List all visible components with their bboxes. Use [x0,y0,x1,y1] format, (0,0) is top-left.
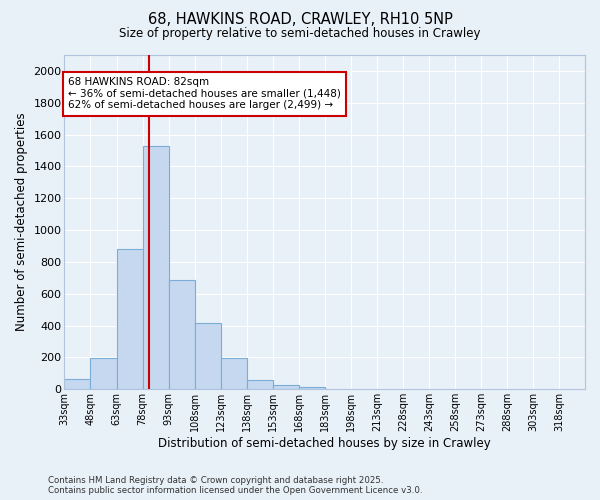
Bar [272,384,299,390]
Bar [169,280,194,390]
Bar [194,323,221,390]
Bar [247,380,272,390]
Bar [64,379,91,390]
Bar [221,358,247,390]
X-axis label: Distribution of semi-detached houses by size in Crawley: Distribution of semi-detached houses by … [158,437,491,450]
Text: 68, HAWKINS ROAD, CRAWLEY, RH10 5NP: 68, HAWKINS ROAD, CRAWLEY, RH10 5NP [148,12,452,28]
Text: 68 HAWKINS ROAD: 82sqm
← 36% of semi-detached houses are smaller (1,448)
62% of : 68 HAWKINS ROAD: 82sqm ← 36% of semi-det… [68,78,341,110]
Bar [299,387,325,390]
Bar [116,249,143,390]
Text: Contains HM Land Registry data © Crown copyright and database right 2025.
Contai: Contains HM Land Registry data © Crown c… [48,476,422,495]
Bar [91,358,116,390]
Y-axis label: Number of semi-detached properties: Number of semi-detached properties [15,113,28,332]
Bar [143,146,169,390]
Text: Size of property relative to semi-detached houses in Crawley: Size of property relative to semi-detach… [119,28,481,40]
